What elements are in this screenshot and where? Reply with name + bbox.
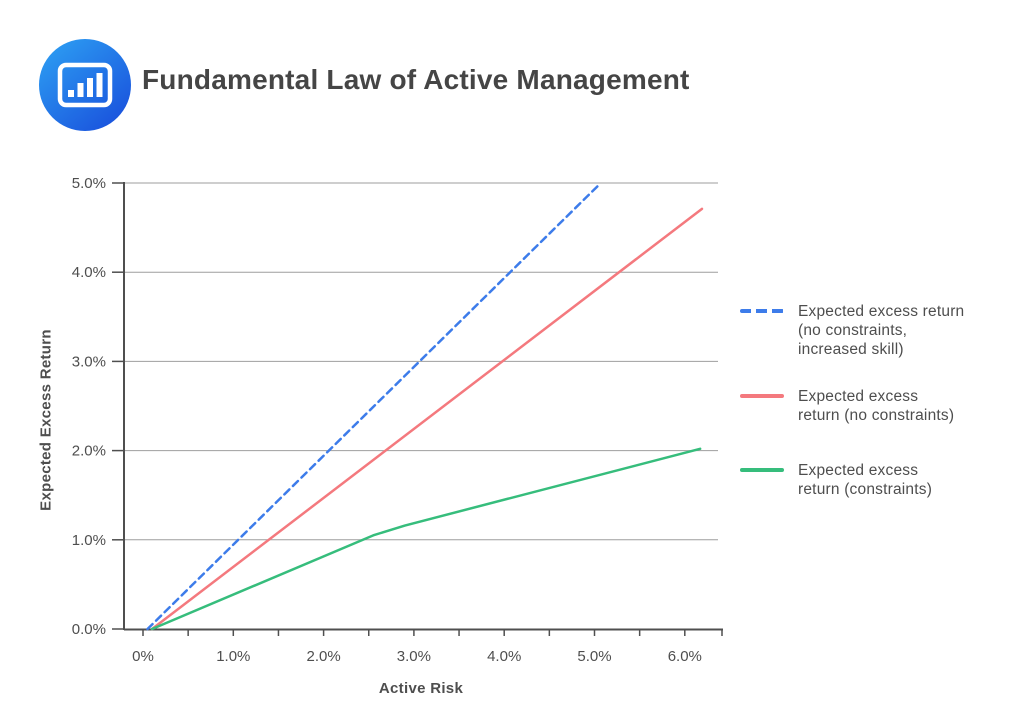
- legend-label: Expected excess return (no constraints, …: [798, 303, 965, 358]
- legend-label: Expected excess return (constraints): [798, 462, 933, 498]
- series-line-1: [150, 207, 704, 631]
- x-tick-label: 3.0%: [397, 648, 431, 665]
- legend-item-no-constraints-increased-skill: Expected excess return (no constraints, …: [740, 302, 1010, 359]
- x-tick-label: 0%: [132, 648, 154, 665]
- y-tick-label: 2.0%: [72, 443, 106, 460]
- page-title: Fundamental Law of Active Management: [142, 64, 690, 95]
- legend-item-constraints: Expected excess return (constraints): [740, 461, 1010, 499]
- series-line-2: [150, 447, 702, 631]
- x-tick-label: 5.0%: [577, 648, 611, 665]
- x-axis-title: Active Risk: [378, 680, 464, 697]
- y-tick-label: 0.0%: [72, 621, 106, 638]
- bar-chart-icon: [57, 62, 113, 108]
- x-tick-label: 1.0%: [216, 648, 250, 665]
- legend-swatch-solid-line-icon: [740, 468, 784, 472]
- x-tick-label: 4.0%: [487, 648, 521, 665]
- legend: Expected excess return (no constraints, …: [740, 302, 1010, 499]
- series-line-0: [146, 181, 603, 631]
- legend-label: Expected excess return (no constraints): [798, 388, 955, 424]
- legend-item-no-constraints: Expected excess return (no constraints): [740, 387, 1010, 425]
- y-tick-label: 4.0%: [72, 264, 106, 281]
- y-tick-label: 5.0%: [72, 175, 106, 192]
- legend-swatch-solid-line-icon: [740, 394, 784, 398]
- y-axis-title: Expected Excess Return: [37, 329, 55, 511]
- y-tick-label: 3.0%: [72, 353, 106, 370]
- y-tick-label: 1.0%: [72, 532, 106, 549]
- x-tick-label: 6.0%: [668, 648, 702, 665]
- x-tick-label: 2.0%: [306, 648, 340, 665]
- logo-badge: [39, 39, 131, 131]
- legend-swatch-dashed-line-icon: [740, 309, 784, 313]
